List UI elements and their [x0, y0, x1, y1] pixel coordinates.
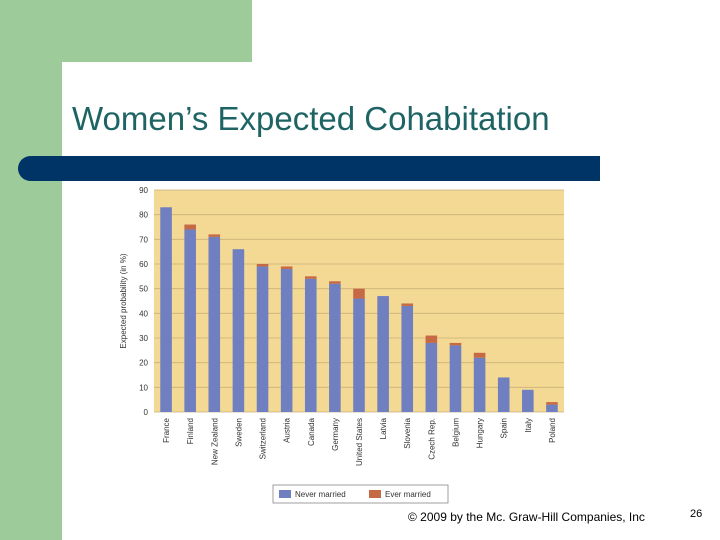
legend-label-ever-married: Ever married [385, 490, 431, 499]
bar-never-married [546, 404, 558, 412]
x-tick-label: Germany [331, 418, 340, 451]
x-tick-label: Hungary [476, 418, 485, 448]
bar-never-married [304, 278, 317, 412]
bar-ever-married [353, 288, 365, 299]
bar-never-married [160, 207, 172, 412]
x-tick-label: Switzerland [259, 418, 268, 459]
bar-never-married [184, 229, 196, 412]
y-tick-label: 0 [144, 408, 149, 417]
bar-never-married [497, 377, 510, 412]
x-tick-label: Spain [500, 418, 509, 438]
x-tick-label: Finland [186, 418, 195, 444]
bar-never-married [208, 236, 221, 412]
y-tick-label: 50 [139, 285, 148, 294]
bar-chart: 0 10 20 30 40 50 60 70 80 90 Expected probability … [119, 186, 564, 504]
bar-never-married [256, 266, 269, 412]
legend-swatch-ever-married [369, 490, 381, 498]
y-tick-label: 70 [139, 235, 148, 244]
bar-ever-married [256, 264, 269, 267]
bar-ever-married [449, 342, 462, 346]
legend-label-never-married: Never married [295, 490, 346, 499]
x-tick-label: New Zealand [210, 418, 219, 465]
bar-ever-married [473, 352, 486, 358]
bar-ever-married [401, 303, 414, 306]
bar-ever-married [425, 335, 438, 343]
top-accent-bar [0, 0, 252, 62]
bar-ever-married [329, 281, 341, 284]
bar-never-married [329, 283, 341, 412]
y-tick-label: 60 [139, 260, 148, 269]
bar-ever-married [184, 224, 196, 230]
x-tick-label: Slovenia [403, 417, 412, 448]
bar-ever-married [304, 276, 317, 279]
copyright-footer: © 2009 by the Mc. Graw-Hill Companies, I… [408, 510, 645, 524]
legend-box [272, 484, 449, 504]
x-tick-label: Italy [524, 418, 533, 433]
x-tick-label: Austria [283, 417, 292, 442]
y-tick-label: 40 [139, 309, 148, 318]
x-tick-label: Canada [307, 417, 316, 446]
x-tick-label: Sweden [234, 418, 243, 447]
bar-never-married [232, 249, 245, 412]
x-tick-label: France [162, 417, 171, 442]
bar-ever-married [280, 266, 293, 269]
y-tick-label: 20 [139, 359, 148, 368]
x-tick-label: Poland [548, 418, 557, 443]
x-tick-label: United States [355, 418, 364, 466]
bar-never-married [425, 342, 438, 412]
bar-never-married [473, 357, 486, 412]
legend-swatch-never-married [279, 490, 291, 498]
bar-never-married [449, 345, 462, 412]
bar-ever-married [208, 234, 221, 237]
bar-ever-married [546, 402, 558, 405]
title-rule [18, 156, 600, 181]
y-tick-label: 10 [139, 383, 148, 392]
x-tick-label: Belgium [451, 418, 460, 447]
y-tick-label: 90 [139, 186, 148, 195]
left-accent-bar [0, 0, 62, 540]
y-axis-label: Expected probability (in %) [119, 253, 128, 348]
x-tick-label: Latvia [379, 417, 388, 439]
slide-title: Women’s Expected Cohabitation [72, 100, 550, 137]
bar-never-married [353, 298, 365, 412]
bar-never-married [280, 268, 293, 412]
bar-never-married [522, 389, 534, 412]
content-corner [62, 62, 142, 142]
y-tick-label: 80 [139, 211, 148, 220]
page-number: 26 [690, 508, 703, 520]
y-tick-label: 30 [139, 334, 148, 343]
bar-never-married [377, 296, 389, 412]
bar-never-married [401, 305, 414, 412]
x-tick-label: Czech Rep. [427, 418, 436, 460]
